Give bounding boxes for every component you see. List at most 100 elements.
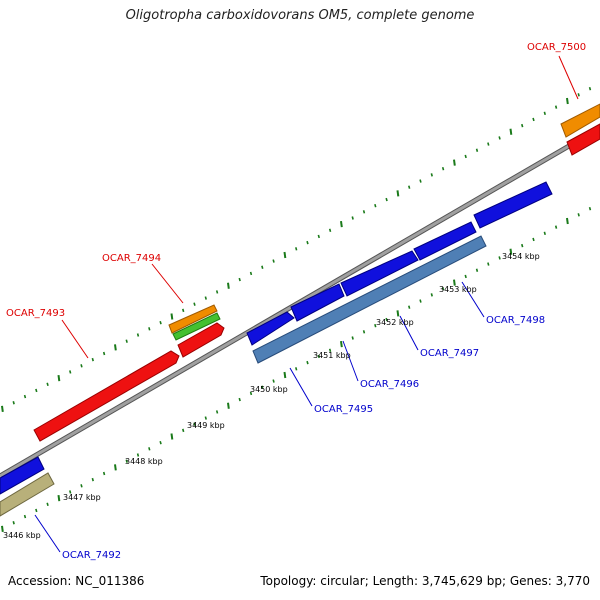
minor-tick bbox=[36, 509, 37, 512]
minor-tick bbox=[352, 216, 353, 219]
minor-tick bbox=[533, 238, 534, 241]
minor-tick bbox=[47, 383, 48, 386]
major-tick bbox=[115, 464, 116, 470]
minor-tick bbox=[205, 297, 206, 300]
minor-tick bbox=[251, 272, 252, 275]
label-ocar-7497[interactable]: OCAR_7497 bbox=[420, 348, 479, 359]
minor-tick bbox=[183, 309, 184, 312]
label-ocar-7494[interactable]: OCAR_7494 bbox=[102, 253, 161, 264]
minor-tick bbox=[273, 380, 274, 383]
minor-tick bbox=[138, 334, 139, 337]
genes-value: 3,770 bbox=[556, 574, 590, 588]
scale-label-3454: 3454 kbp bbox=[502, 252, 540, 261]
major-tick bbox=[2, 406, 3, 412]
minor-tick bbox=[318, 235, 319, 238]
minor-tick bbox=[160, 441, 161, 444]
major-tick bbox=[454, 160, 455, 166]
scale-label-3452: 3452 kbp bbox=[376, 318, 414, 327]
label-ocar-7496[interactable]: OCAR_7496 bbox=[360, 379, 419, 390]
minor-tick bbox=[81, 364, 82, 367]
minor-tick bbox=[488, 143, 489, 146]
minor-tick bbox=[409, 186, 410, 189]
minor-tick bbox=[307, 241, 308, 244]
major-tick bbox=[172, 314, 173, 320]
minor-tick bbox=[590, 207, 591, 210]
gene-blue-5[interactable] bbox=[474, 182, 552, 228]
major-tick bbox=[285, 252, 286, 258]
minor-tick bbox=[239, 398, 240, 401]
label-ocar-7493[interactable]: OCAR_7493 bbox=[6, 308, 65, 319]
minor-tick bbox=[533, 118, 534, 121]
gene-ocar-7493[interactable] bbox=[34, 351, 179, 441]
minor-tick bbox=[194, 303, 195, 306]
minor-tick bbox=[477, 269, 478, 272]
minor-tick bbox=[431, 173, 432, 176]
minor-tick bbox=[544, 112, 545, 115]
topology-label: Topology: bbox=[260, 574, 316, 588]
major-tick bbox=[341, 341, 342, 347]
minor-tick bbox=[465, 155, 466, 158]
accession-info: Accession: NC_011386 bbox=[8, 574, 144, 588]
major-tick bbox=[59, 495, 60, 501]
major-tick bbox=[398, 310, 399, 316]
label-ocar-7498[interactable]: OCAR_7498 bbox=[486, 315, 545, 326]
minor-tick bbox=[239, 278, 240, 281]
minor-tick bbox=[47, 503, 48, 506]
minor-tick bbox=[81, 484, 82, 487]
major-tick bbox=[172, 434, 173, 440]
major-tick bbox=[398, 190, 399, 196]
scale-label-3448: 3448 kbp bbox=[125, 457, 163, 466]
genome-stats: Topology: circular; Length: 3,745,629 bp… bbox=[260, 574, 590, 588]
minor-tick bbox=[522, 244, 523, 247]
minor-tick bbox=[126, 340, 127, 343]
minor-tick bbox=[443, 167, 444, 170]
minor-tick bbox=[499, 136, 500, 139]
minor-tick bbox=[420, 300, 421, 303]
minor-tick bbox=[104, 472, 105, 475]
minor-tick bbox=[375, 204, 376, 207]
label-ocar-7500[interactable]: OCAR_7500 bbox=[527, 42, 586, 53]
minor-tick bbox=[92, 478, 93, 481]
major-tick bbox=[228, 283, 229, 289]
minor-tick bbox=[409, 306, 410, 309]
minor-tick bbox=[556, 226, 557, 229]
minor-tick bbox=[578, 93, 579, 96]
minor-tick bbox=[36, 389, 37, 392]
minor-tick bbox=[149, 447, 150, 450]
minor-tick bbox=[217, 290, 218, 293]
minor-tick bbox=[205, 417, 206, 420]
scale-label-3447: 3447 kbp bbox=[63, 493, 101, 502]
minor-tick bbox=[465, 275, 466, 278]
minor-tick bbox=[590, 87, 591, 90]
minor-tick bbox=[477, 149, 478, 152]
label-ocar-7492[interactable]: OCAR_7492 bbox=[62, 550, 121, 561]
major-tick bbox=[341, 221, 342, 227]
minor-tick bbox=[160, 321, 161, 324]
length-label: Length: bbox=[373, 574, 418, 588]
tick-row-outer bbox=[2, 87, 590, 412]
major-tick bbox=[511, 129, 512, 135]
minor-tick bbox=[364, 330, 365, 333]
minor-tick bbox=[25, 395, 26, 398]
major-tick bbox=[228, 403, 229, 409]
scale-label-3450: 3450 kbp bbox=[250, 385, 288, 394]
minor-tick bbox=[104, 352, 105, 355]
minor-tick bbox=[13, 521, 14, 524]
minor-tick bbox=[499, 256, 500, 259]
major-tick bbox=[59, 375, 60, 381]
minor-tick bbox=[352, 336, 353, 339]
minor-tick bbox=[488, 263, 489, 266]
minor-tick bbox=[307, 361, 308, 364]
minor-tick bbox=[183, 429, 184, 432]
minor-tick bbox=[544, 232, 545, 235]
accession-value: NC_011386 bbox=[75, 574, 144, 588]
minor-tick bbox=[330, 229, 331, 232]
minor-tick bbox=[556, 106, 557, 109]
genes-label: Genes: bbox=[510, 574, 552, 588]
label-ocar-7495[interactable]: OCAR_7495 bbox=[314, 404, 373, 415]
minor-tick bbox=[296, 247, 297, 250]
map-title: Oligotropha carboxidovorans OM5, complet… bbox=[0, 8, 600, 23]
gene-ocar-7495-steel[interactable] bbox=[253, 236, 486, 363]
backbone bbox=[0, 128, 600, 476]
